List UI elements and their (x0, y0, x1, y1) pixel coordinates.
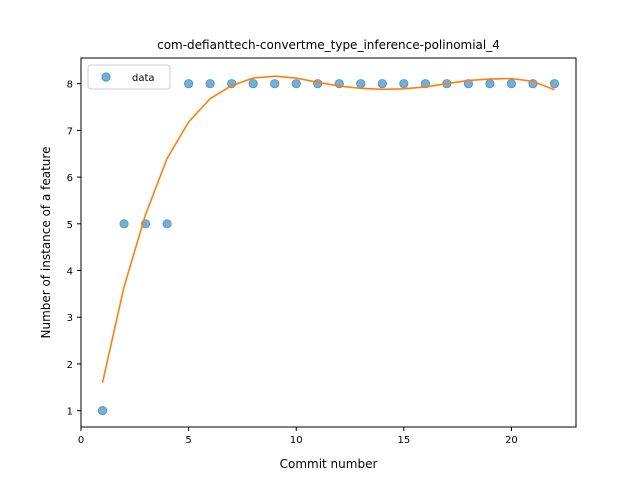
x-axis-label: Commit number (280, 457, 378, 471)
x-tick-label-0: 0 (78, 435, 84, 446)
data-point-16 (420, 79, 430, 89)
data-point-18 (463, 79, 473, 89)
data-point-13 (356, 79, 366, 89)
chart-title: com-defianttech-convertme_type_inference… (157, 38, 500, 52)
y-tick-label-2: 2 (67, 360, 73, 371)
data-point-2 (119, 219, 129, 229)
data-point-22 (549, 79, 560, 89)
legend-label-data: data (132, 73, 155, 84)
data-point-14 (377, 79, 387, 89)
plot-area (97, 75, 560, 416)
legend-marker-data (101, 72, 111, 82)
data-point-15 (399, 79, 409, 89)
data-point-8 (248, 79, 258, 89)
y-tick-label-1: 1 (67, 407, 73, 418)
y-tick-label-7: 7 (67, 126, 73, 137)
axes-frame (80, 57, 577, 428)
y-tick-label-5: 5 (67, 220, 73, 231)
legend: data (87, 64, 171, 90)
data-point-20 (506, 79, 517, 89)
x-tick-label-5: 5 (185, 435, 191, 446)
data-point-5 (184, 79, 194, 89)
x-tick-label-20: 20 (505, 435, 518, 446)
x-tick-label-10: 10 (290, 435, 303, 446)
axis-ticks: 0 5 10 15 20 1 2 3 4 5 6 7 8 (67, 80, 518, 446)
data-point-10 (291, 79, 301, 89)
data-point-19 (485, 79, 495, 89)
y-axis-label: Number of instance of a feature (39, 147, 53, 339)
y-tick-label-6: 6 (67, 173, 73, 184)
legend-box (87, 64, 171, 90)
data-point-4 (162, 219, 172, 229)
data-point-1 (97, 406, 108, 416)
y-tick-label-8: 8 (67, 80, 73, 91)
fit-line (101, 75, 555, 383)
y-tick-label-3: 3 (67, 313, 73, 324)
data-point-9 (270, 79, 280, 89)
x-tick-label-15: 15 (397, 435, 410, 446)
data-point-11 (313, 79, 323, 89)
data-point-6 (205, 79, 215, 89)
y-tick-label-4: 4 (67, 267, 73, 278)
